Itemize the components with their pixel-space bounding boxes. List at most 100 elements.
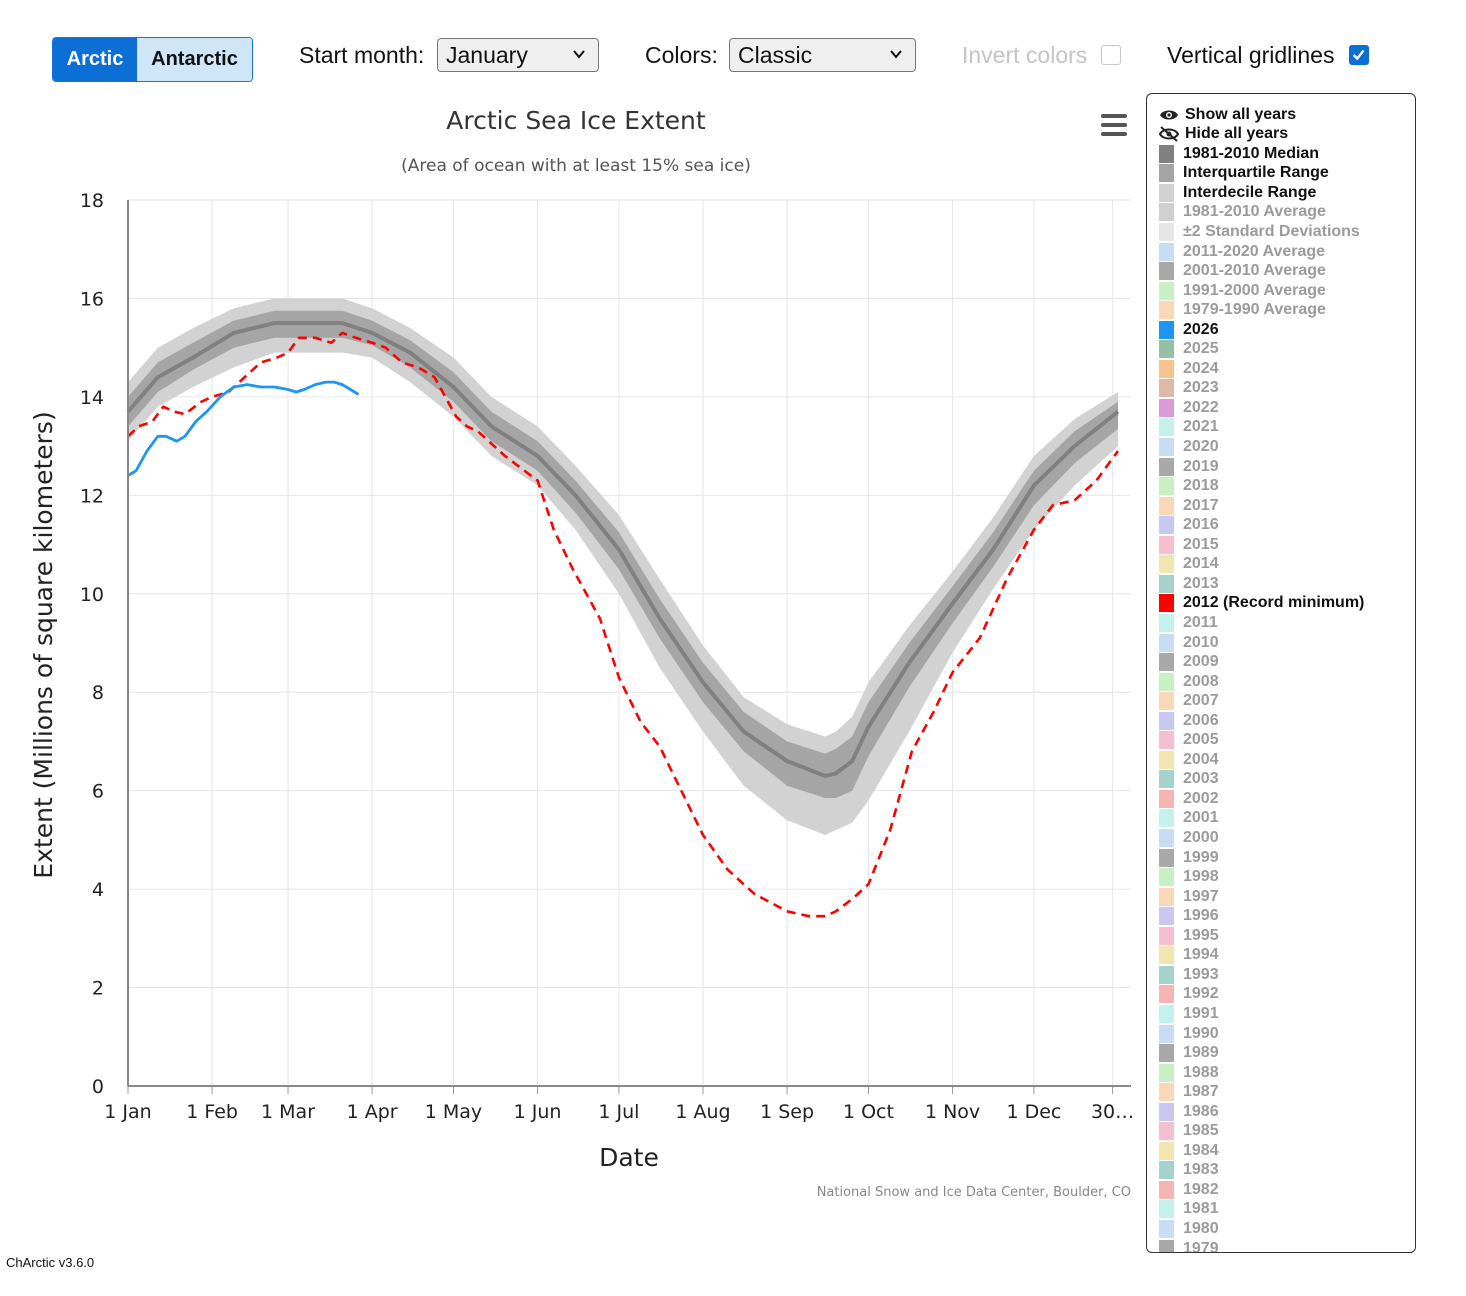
legend-item[interactable]: 1991 (1159, 1004, 1219, 1024)
legend-item[interactable]: 2005 (1159, 731, 1219, 751)
legend-swatch (1159, 731, 1174, 750)
legend-swatch (1159, 242, 1174, 261)
legend-item-label: 2012 (Record minimum) (1183, 594, 1365, 612)
legend-item[interactable]: 1990 (1159, 1024, 1219, 1044)
legend-item[interactable]: 1979-1990 Average (1159, 300, 1326, 320)
legend-item[interactable]: 2015 (1159, 535, 1219, 555)
legend-swatch (1159, 926, 1174, 945)
legend-item[interactable]: 2019 (1159, 457, 1219, 477)
legend-item[interactable]: 2011-2020 Average (1159, 242, 1325, 262)
legend-item[interactable]: Interquartile Range (1159, 164, 1329, 184)
legend-swatch (1159, 164, 1174, 183)
legend-item[interactable]: 2026 (1159, 320, 1219, 340)
legend-item[interactable]: 2006 (1159, 711, 1219, 731)
legend-swatch (1159, 1239, 1174, 1252)
legend-swatch (1159, 516, 1174, 535)
legend-item[interactable]: 2007 (1159, 691, 1219, 711)
legend-item[interactable]: Interdecile Range (1159, 183, 1316, 203)
legend-item[interactable]: 2016 (1159, 515, 1219, 535)
legend-item[interactable]: 2023 (1159, 379, 1219, 399)
legend-item[interactable]: 1994 (1159, 946, 1219, 966)
legend-item[interactable]: 2004 (1159, 750, 1219, 770)
show-all-years-label: Show all years (1185, 105, 1297, 123)
legend-item-label: 1992 (1183, 985, 1219, 1003)
legend-item-label: 1995 (1183, 926, 1219, 944)
legend-swatch (1159, 281, 1174, 300)
legend-item-label: 1990 (1183, 1024, 1219, 1042)
legend-item[interactable]: 1995 (1159, 926, 1219, 946)
legend-item[interactable]: 2014 (1159, 555, 1219, 575)
x-tick-label: 1 Jun (514, 1101, 562, 1123)
legend-item[interactable]: 2020 (1159, 437, 1219, 457)
legend-item-label: 2002 (1183, 789, 1219, 807)
legend-item[interactable]: 2001 (1159, 809, 1219, 829)
legend-item[interactable]: 2025 (1159, 340, 1219, 360)
legend-item[interactable]: 1999 (1159, 848, 1219, 868)
invert-colors-checkbox[interactable] (1101, 45, 1121, 65)
legend-swatch (1159, 907, 1174, 926)
legend-item[interactable]: 1987 (1159, 1082, 1219, 1102)
hide-all-years-button[interactable]: Hide all years (1159, 124, 1288, 143)
legend-item[interactable]: 2018 (1159, 476, 1219, 496)
eye-icon (1160, 110, 1178, 119)
legend-item[interactable]: 1981 (1159, 1200, 1219, 1220)
chevron-down-icon (890, 50, 902, 59)
chart-subtitle: (Area of ocean with at least 15% sea ice… (401, 156, 751, 176)
legend-item-label: 1998 (1183, 868, 1219, 886)
start-month-select[interactable]: January (437, 38, 599, 72)
legend-item[interactable]: 2010 (1159, 633, 1219, 653)
legend-swatch (1159, 574, 1174, 593)
legend-item[interactable]: 1982 (1159, 1180, 1219, 1200)
legend-item[interactable]: 2002 (1159, 789, 1219, 809)
legend-item[interactable]: 2024 (1159, 359, 1219, 379)
legend-item-label: ±2 Standard Deviations (1183, 222, 1360, 240)
legend-item[interactable]: 2003 (1159, 770, 1219, 790)
legend-item-label: 1991-2000 Average (1183, 281, 1326, 299)
legend-item-label: 1985 (1183, 1122, 1219, 1140)
legend-item[interactable]: 1991-2000 Average (1159, 281, 1326, 301)
legend-item[interactable]: 2013 (1159, 574, 1219, 594)
legend-item-label: 1996 (1183, 907, 1219, 925)
legend-item[interactable]: 1992 (1159, 985, 1219, 1005)
vertical-gridlines-checkbox[interactable] (1349, 45, 1369, 65)
x-tick-label: 1 Mar (261, 1101, 315, 1123)
legend-item[interactable]: 1981-2010 Median (1159, 144, 1319, 164)
legend-item[interactable]: 1988 (1159, 1063, 1219, 1083)
legend-item[interactable]: 1984 (1159, 1141, 1219, 1161)
hide-all-years-label: Hide all years (1185, 124, 1289, 142)
legend-item[interactable]: ±2 Standard Deviations (1159, 222, 1360, 242)
legend-item[interactable]: 2009 (1159, 652, 1219, 672)
arctic-button[interactable]: Arctic (53, 38, 137, 81)
y-tick-label: 14 (80, 387, 104, 409)
legend-item[interactable]: 2012 (Record minimum) (1159, 594, 1364, 614)
legend-item[interactable]: 1989 (1159, 1043, 1219, 1063)
show-all-years-button[interactable]: Show all years (1159, 105, 1296, 124)
legend-item[interactable]: 1981-2010 Average (1159, 203, 1326, 223)
legend-swatch (1159, 144, 1174, 163)
legend-item[interactable]: 1996 (1159, 906, 1219, 926)
legend-swatch (1159, 672, 1174, 691)
legend-swatch (1159, 868, 1174, 887)
legend-item[interactable]: 1998 (1159, 867, 1219, 887)
legend-item[interactable]: 1993 (1159, 965, 1219, 985)
legend-swatch (1159, 438, 1174, 456)
legend-item[interactable]: 2011 (1159, 613, 1218, 633)
legend-swatch (1159, 965, 1174, 984)
legend-item[interactable]: 1997 (1159, 887, 1219, 907)
legend-item[interactable]: 2000 (1159, 828, 1219, 848)
chart-menu-icon[interactable] (1101, 114, 1127, 136)
legend-item[interactable]: 2022 (1159, 398, 1219, 418)
legend-item[interactable]: 1979 (1159, 1239, 1219, 1252)
legend-item[interactable]: 1985 (1159, 1122, 1219, 1142)
legend-item[interactable]: 1986 (1159, 1102, 1219, 1122)
legend-item[interactable]: 2017 (1159, 496, 1219, 516)
colors-select[interactable]: Classic (729, 38, 916, 72)
legend-item[interactable]: 2008 (1159, 672, 1219, 692)
legend-swatch (1159, 633, 1174, 652)
legend-item[interactable]: 1983 (1159, 1161, 1219, 1181)
legend-item[interactable]: 2001-2010 Average (1159, 261, 1326, 281)
antarctic-button[interactable]: Antarctic (137, 38, 252, 81)
legend-item[interactable]: 2021 (1159, 418, 1219, 438)
legend-swatch (1159, 1083, 1174, 1102)
legend-item[interactable]: 1980 (1159, 1219, 1219, 1239)
